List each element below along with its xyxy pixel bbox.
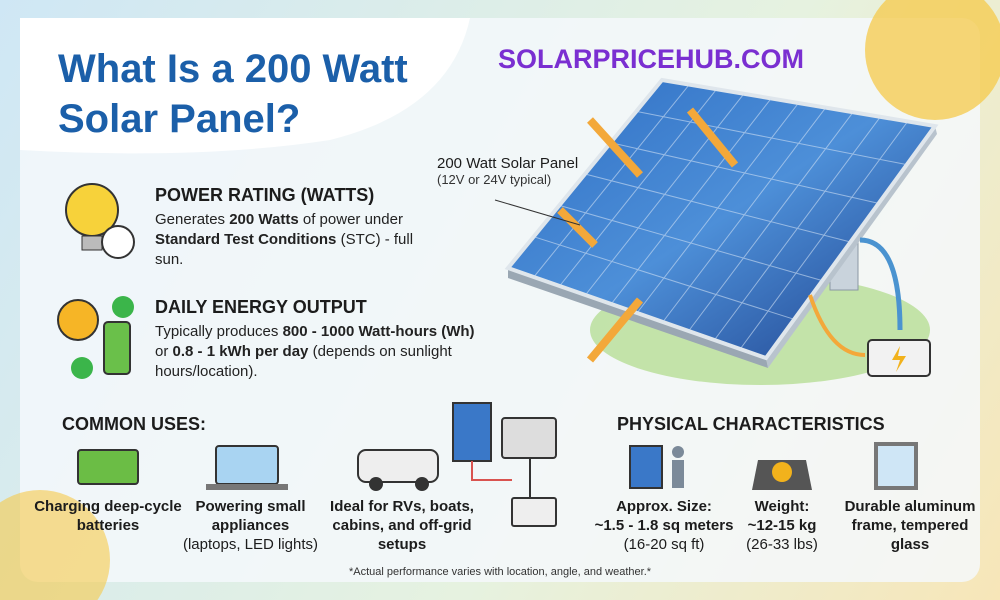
panel-label-subtitle: (12V or 24V typical)	[437, 172, 552, 187]
item-note: (26-33 lbs)	[746, 536, 818, 553]
footnote: *Actual performance varies with location…	[348, 566, 652, 578]
item-label: Durable aluminum frame, tempered glass	[844, 498, 976, 553]
physical-item: Weight: ~12-15 kg (26-33 lbs)	[722, 497, 842, 554]
item-label: Approx. Size:	[616, 498, 712, 515]
item-label: Charging deep-cycle batteries	[34, 498, 182, 534]
text: or	[155, 343, 173, 360]
panel-edge	[508, 268, 768, 368]
item-note: (16-20 sq ft)	[623, 536, 705, 553]
section-heading: DAILY ENERGY OUTPUT	[155, 297, 367, 317]
controller-icon	[501, 417, 557, 459]
section-heading: POWER RATING (WATTS)	[155, 185, 375, 205]
item-label: Weight:	[754, 498, 810, 515]
text-bold: 800 - 1000 Watt-hours (Wh)	[282, 323, 475, 340]
person-icon	[672, 460, 684, 488]
item-value: ~12-15 kg	[747, 517, 817, 534]
physical-item: Approx. Size: ~1.5 - 1.8 sq meters (16-20 …	[584, 497, 744, 554]
bolt	[892, 346, 906, 372]
wire	[808, 294, 866, 357]
use-item: Charging deep-cycle batteries	[33, 497, 183, 535]
battery-icon	[77, 449, 139, 485]
sun-ray	[557, 207, 598, 248]
panel-cells	[533, 84, 909, 350]
corner-glow	[0, 490, 110, 600]
section-heading: COMMON USES:	[62, 414, 206, 434]
wire	[471, 461, 512, 481]
text-bold: Standard Test Conditions	[155, 231, 337, 248]
leader-line	[494, 199, 581, 226]
laptop-icon	[215, 445, 279, 485]
output-arrow	[586, 297, 644, 363]
cell-line	[584, 173, 851, 243]
check-icon	[71, 357, 93, 379]
panel-label-title: 200 Watt Solar Panel	[437, 155, 579, 172]
size-panel-icon	[629, 445, 663, 489]
cell-line	[533, 236, 795, 320]
text-bold: 0.8 - 1 kWh per day	[172, 343, 309, 360]
laptop-base	[206, 484, 288, 490]
panel-label: 200 Watt Solar Panel (12V or 24V typical…	[437, 155, 578, 187]
sun-icon	[57, 299, 99, 341]
gauge-icon	[101, 225, 135, 259]
section-body: Generates 200 Watts of power under Stand…	[155, 210, 425, 270]
physical-item: Durable aluminum frame, tempered glass	[840, 497, 980, 554]
battery-icon	[511, 497, 557, 527]
bulb-base	[81, 235, 103, 251]
battery-icon	[103, 321, 131, 375]
wheel	[415, 477, 429, 491]
item-note: (laptops, LED lights)	[182, 536, 319, 553]
use-item: Ideal for RVs, boats, cabins, and off-gr…	[328, 497, 476, 554]
weight-dial	[772, 462, 792, 482]
panel-edge-side	[766, 126, 937, 368]
cell-line	[610, 142, 879, 204]
sun-ray	[686, 107, 739, 168]
wire	[859, 237, 903, 331]
section-heading: PHYSICAL CHARACTERISTICS	[617, 414, 885, 434]
title-blob	[20, 18, 470, 154]
cell-line	[636, 110, 907, 166]
text: of power under	[298, 211, 403, 228]
text-bold: 200 Watts	[229, 211, 299, 228]
item-label: Ideal for RVs, boats, cabins, and off-gr…	[330, 498, 474, 553]
item-label: Powering small appliances	[195, 498, 306, 534]
sun-ray	[587, 117, 643, 178]
sun-glow	[865, 0, 1000, 120]
wheel	[369, 477, 383, 491]
use-item: Powering small appliances (laptops, LED l…	[173, 497, 328, 554]
frame-icon	[874, 442, 918, 490]
person-icon	[672, 446, 684, 458]
item-value: ~1.5 - 1.8 sq meters	[594, 517, 734, 534]
title-line: What Is a 200 Watt	[58, 47, 408, 91]
section-body: Typically produces 800 - 1000 Watt-hours…	[155, 322, 480, 382]
mini-panel-icon	[452, 402, 492, 462]
check-icon	[112, 296, 134, 318]
rv-icon	[357, 449, 439, 483]
brand: SOLARPRICEHUB.COM	[498, 44, 805, 74]
text: (STC) - full sun.	[155, 231, 414, 268]
text: Generates	[155, 211, 230, 228]
text: Typically produces	[155, 323, 283, 340]
text: (depends on sunlight hours/location).	[155, 343, 452, 380]
cell-line	[559, 204, 823, 282]
title-line: Solar Panel?	[58, 97, 301, 141]
title: What Is a 200 Watt Solar Panel?	[58, 44, 408, 144]
